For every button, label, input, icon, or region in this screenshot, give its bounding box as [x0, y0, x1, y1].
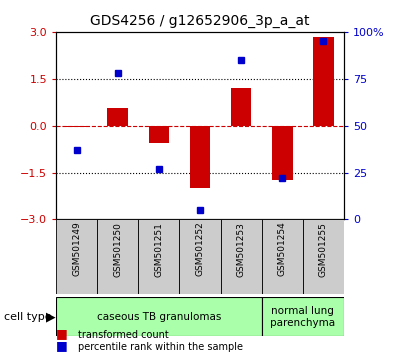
- Bar: [56, 297, 262, 336]
- Bar: [108, 108, 128, 126]
- Bar: [262, 219, 303, 294]
- Text: GSM501253: GSM501253: [237, 222, 246, 276]
- Text: normal lung
parenchyma: normal lung parenchyma: [270, 306, 336, 328]
- Bar: [231, 88, 252, 126]
- Bar: [56, 219, 97, 294]
- Text: caseous TB granulomas: caseous TB granulomas: [97, 312, 221, 322]
- Text: ▶: ▶: [46, 310, 56, 323]
- Text: GSM501250: GSM501250: [113, 222, 122, 276]
- Bar: [262, 297, 344, 336]
- Bar: [97, 219, 138, 294]
- Bar: [190, 126, 210, 188]
- Bar: [148, 126, 169, 143]
- Text: GSM501255: GSM501255: [319, 222, 328, 276]
- Text: ■: ■: [56, 339, 68, 352]
- Text: cell type: cell type: [4, 312, 52, 322]
- Bar: [272, 126, 292, 181]
- Bar: [220, 219, 262, 294]
- Title: GDS4256 / g12652906_3p_a_at: GDS4256 / g12652906_3p_a_at: [90, 14, 310, 28]
- Text: GSM501249: GSM501249: [72, 222, 81, 276]
- Text: GSM501251: GSM501251: [154, 222, 163, 276]
- Bar: [303, 219, 344, 294]
- Bar: [180, 219, 220, 294]
- Text: GSM501254: GSM501254: [278, 222, 287, 276]
- Text: percentile rank within the sample: percentile rank within the sample: [78, 342, 243, 352]
- Text: transformed count: transformed count: [78, 330, 169, 340]
- Text: GSM501252: GSM501252: [196, 222, 204, 276]
- Text: ■: ■: [56, 327, 68, 340]
- Bar: [313, 36, 334, 126]
- Bar: [138, 219, 180, 294]
- Bar: [66, 126, 87, 127]
